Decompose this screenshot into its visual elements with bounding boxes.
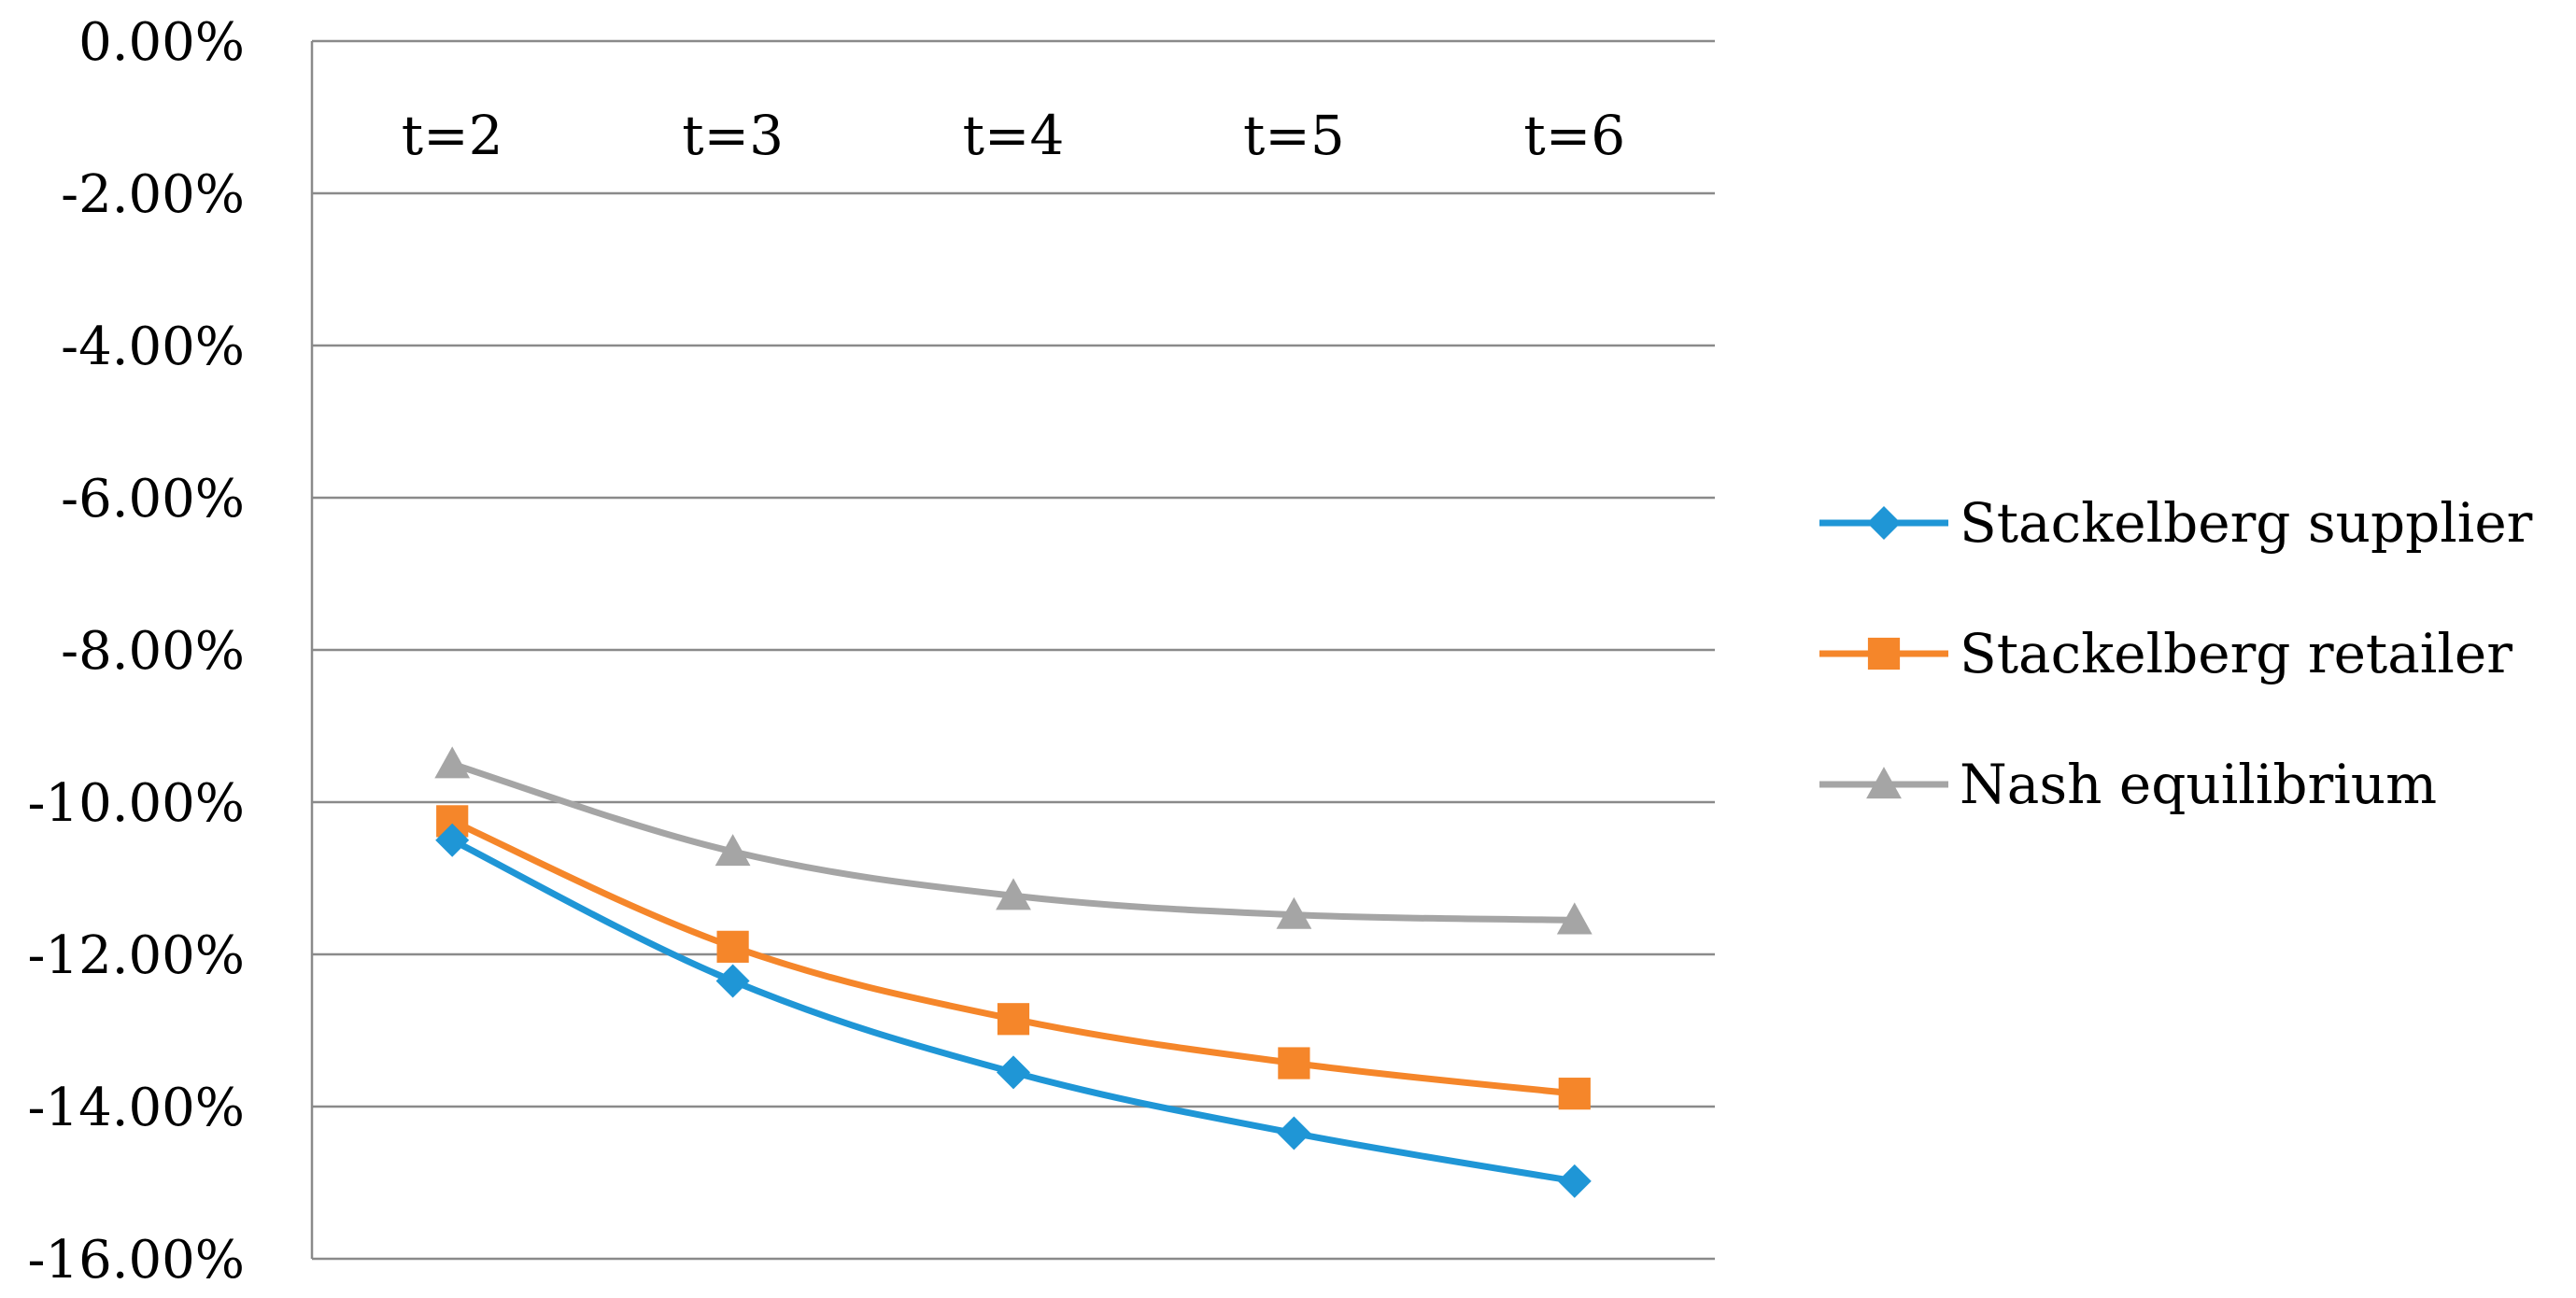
- series-line: [448, 817, 1578, 1097]
- series-nash-equilibrium: [434, 746, 1592, 935]
- x-category-labels: t=2 t=3 t=4 t=5 t=6: [402, 104, 1625, 167]
- legend-swatch-marker: [1866, 767, 1902, 799]
- series: [434, 746, 1592, 1198]
- y-tick-label: -4.00%: [61, 317, 245, 377]
- x-category-label: t=4: [963, 104, 1065, 167]
- legend: Stackelberg supplier Stackelberg retailer…: [1819, 491, 2533, 816]
- legend-swatch-marker: [1867, 506, 1901, 540]
- series-stackelberg-retailer: [436, 805, 1591, 1110]
- legend-entry: Nash equilibrium: [1819, 753, 2437, 816]
- y-tick-label: -12.00%: [28, 925, 245, 986]
- data-point-marker: [435, 823, 470, 857]
- data-point-marker: [1556, 902, 1592, 935]
- y-tick-label: 0.00%: [78, 12, 245, 73]
- y-tick-label: -10.00%: [28, 773, 245, 834]
- y-tick-label: -6.00%: [61, 469, 245, 529]
- y-tick-label: -14.00%: [28, 1078, 245, 1138]
- x-category-label: t=6: [1523, 104, 1625, 167]
- x-category-label: t=3: [682, 104, 784, 167]
- legend-entry: Stackelberg retailer: [1819, 622, 2512, 685]
- y-tick-labels: 0.00% -2.00% -4.00% -6.00% -8.00% -10.00% -12.…: [28, 12, 245, 1291]
- data-point-marker: [715, 834, 751, 867]
- data-point-marker: [1557, 1164, 1592, 1198]
- gridlines: [312, 39, 1715, 1261]
- series-stackelberg-supplier: [435, 823, 1592, 1198]
- y-tick-label: -16.00%: [28, 1230, 245, 1291]
- x-category-label: t=5: [1243, 104, 1345, 167]
- data-point-marker: [997, 1003, 1030, 1036]
- y-tick-label: -2.00%: [61, 164, 245, 225]
- data-point-marker: [1558, 1078, 1591, 1110]
- legend-swatch-marker: [1867, 637, 1901, 670]
- data-point-marker: [716, 930, 749, 963]
- x-category-label: t=2: [402, 104, 503, 167]
- legend-entry: Stackelberg supplier: [1819, 491, 2533, 555]
- legend-label: Stackelberg supplier: [1960, 491, 2533, 555]
- data-point-marker: [715, 964, 750, 998]
- data-point-marker: [1276, 896, 1312, 929]
- data-point-marker: [997, 1055, 1030, 1090]
- legend-label: Stackelberg retailer: [1960, 622, 2512, 685]
- data-point-marker: [434, 746, 471, 779]
- legend-label: Nash equilibrium: [1960, 753, 2437, 816]
- y-tick-label: -8.00%: [61, 621, 245, 682]
- data-point-marker: [996, 878, 1031, 910]
- data-point-marker: [1277, 1116, 1311, 1150]
- data-point-marker: [1278, 1047, 1310, 1079]
